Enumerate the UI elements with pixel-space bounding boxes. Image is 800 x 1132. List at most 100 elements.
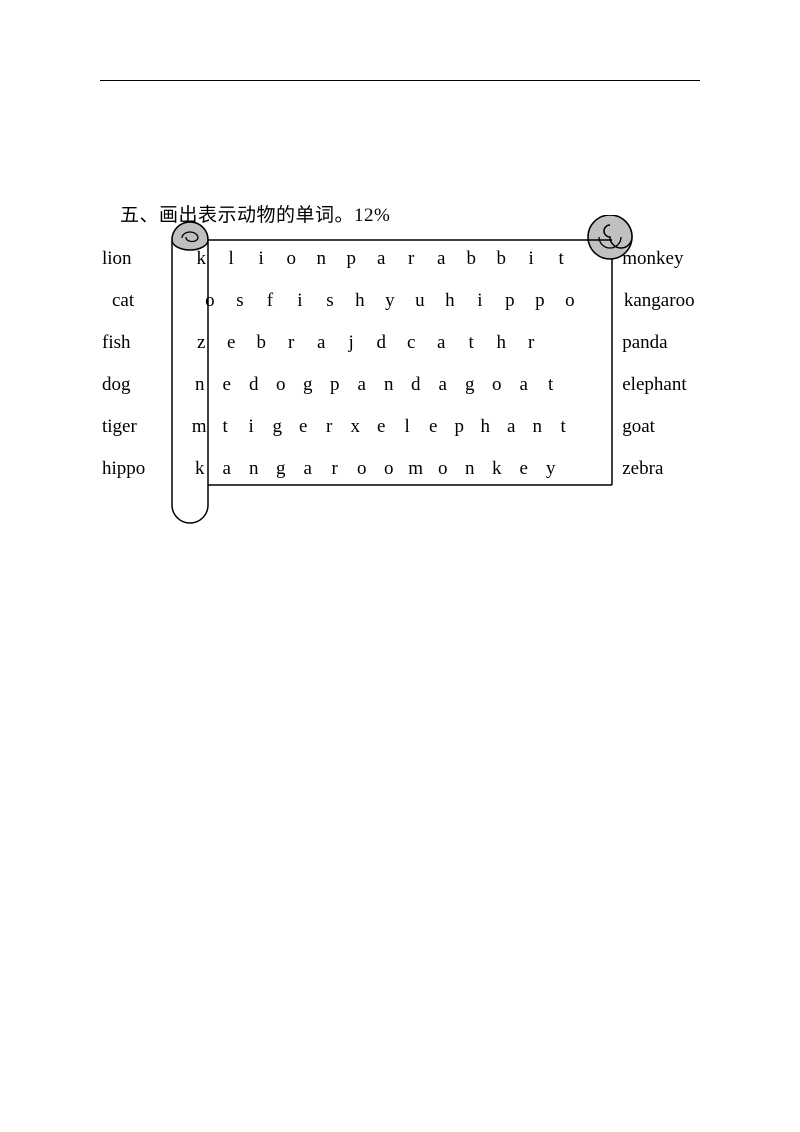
grid-letter: g <box>456 374 483 396</box>
grid-letter: a <box>510 374 537 396</box>
grid-letter: p <box>321 374 348 396</box>
grid-letter: a <box>426 248 456 270</box>
grid-letter: s <box>225 290 255 312</box>
grid-letter: o <box>195 290 225 312</box>
grid-letter: a <box>213 458 240 480</box>
grid-letter: m <box>402 458 429 480</box>
grid-letter: i <box>516 248 546 270</box>
grid-letter: e <box>420 416 446 438</box>
grid-letter: r <box>321 458 348 480</box>
grid-letter: t <box>550 416 576 438</box>
grid-row: hippokangaroomonkeyzebra <box>100 448 720 490</box>
grid-letter: a <box>426 332 456 354</box>
grid-letter: k <box>186 458 213 480</box>
grid-letter: h <box>435 290 465 312</box>
grid-letter: a <box>306 332 336 354</box>
grid-letter: o <box>348 458 375 480</box>
grid-letter: i <box>285 290 315 312</box>
grid-letter: n <box>306 248 336 270</box>
grid-letter: a <box>498 416 524 438</box>
grid-letter: f <box>255 290 285 312</box>
grid-letter: a <box>429 374 456 396</box>
grid-letter: u <box>405 290 435 312</box>
grid-letter: z <box>186 332 216 354</box>
letter-row: nedogpandagoat <box>180 374 616 396</box>
grid-letter: p <box>336 248 366 270</box>
grid-letter: i <box>246 248 276 270</box>
right-word: zebra <box>616 458 720 480</box>
grid-letter: h <box>472 416 498 438</box>
grid-letter: x <box>342 416 368 438</box>
left-word: dog <box>100 374 180 396</box>
left-word: cat <box>100 290 189 312</box>
grid-letter: n <box>375 374 402 396</box>
grid-letter: g <box>264 416 290 438</box>
grid-letter: y <box>375 290 405 312</box>
grid-letter: n <box>240 458 267 480</box>
right-word: goat <box>616 416 720 438</box>
grid-letter: o <box>375 458 402 480</box>
grid-letter: t <box>537 374 564 396</box>
grid-letter: j <box>336 332 366 354</box>
grid-letter: o <box>276 248 306 270</box>
right-word: elephant <box>616 374 720 396</box>
left-word: fish <box>100 332 180 354</box>
grid-row: fishzebrajdcathrpanda <box>100 322 720 364</box>
left-word: lion <box>100 248 180 270</box>
grid-letter: e <box>368 416 394 438</box>
grid-letter: e <box>216 332 246 354</box>
header-rule <box>100 80 700 81</box>
grid-letter: l <box>394 416 420 438</box>
grid-letter: e <box>290 416 316 438</box>
grid-letter: n <box>456 458 483 480</box>
grid-letter: r <box>316 416 342 438</box>
grid-letter: k <box>186 248 216 270</box>
letter-row: kangaroomonkey <box>180 458 616 480</box>
grid-letter: n <box>186 374 213 396</box>
section-title: 五、画出表示动物的单词。12% <box>120 200 390 227</box>
grid-letter: p <box>495 290 525 312</box>
grid-letter: t <box>212 416 238 438</box>
worksheet-page: 五、画出表示动物的单词。12% lionklionparabbitmonkeyc… <box>0 0 800 1132</box>
grid-letter: k <box>483 458 510 480</box>
grid-letter: b <box>486 248 516 270</box>
right-word: panda <box>616 332 720 354</box>
grid-letter: i <box>465 290 495 312</box>
letter-row: mtigerxelephant <box>180 416 616 438</box>
right-word: monkey <box>616 248 720 270</box>
grid-letter: r <box>396 248 426 270</box>
right-word: kangaroo <box>618 290 720 312</box>
grid-letter: g <box>267 458 294 480</box>
grid-letter: d <box>366 332 396 354</box>
left-word: hippo <box>100 458 180 480</box>
grid-letter: a <box>348 374 375 396</box>
grid-letter: o <box>483 374 510 396</box>
grid-letter: i <box>238 416 264 438</box>
grid-letter: p <box>525 290 555 312</box>
grid-letter: e <box>510 458 537 480</box>
grid-row: dognedogpandagoatelephant <box>100 364 720 406</box>
grid-letter: b <box>246 332 276 354</box>
grid-letter: y <box>537 458 564 480</box>
letter-row: osfishyuhippo <box>189 290 618 312</box>
letter-row: zebrajdcathr <box>180 332 616 354</box>
grid-letter: r <box>276 332 306 354</box>
letter-row: klionparabbit <box>180 248 616 270</box>
grid-letter: b <box>456 248 486 270</box>
grid-letter: t <box>546 248 576 270</box>
grid-letter: o <box>267 374 294 396</box>
grid-letter: c <box>396 332 426 354</box>
grid-letter: r <box>516 332 546 354</box>
grid-letter: d <box>240 374 267 396</box>
grid-letter: d <box>402 374 429 396</box>
grid-letter: t <box>456 332 486 354</box>
grid-letter: s <box>315 290 345 312</box>
grid-letter: h <box>345 290 375 312</box>
grid-row: tigermtigerxelephantgoat <box>100 406 720 448</box>
grid-row: catosfishyuhippokangaroo <box>100 280 720 322</box>
grid-letter: n <box>524 416 550 438</box>
grid-letter: l <box>216 248 246 270</box>
grid-letter: o <box>555 290 585 312</box>
grid-letter: h <box>486 332 516 354</box>
grid-letter: e <box>213 374 240 396</box>
